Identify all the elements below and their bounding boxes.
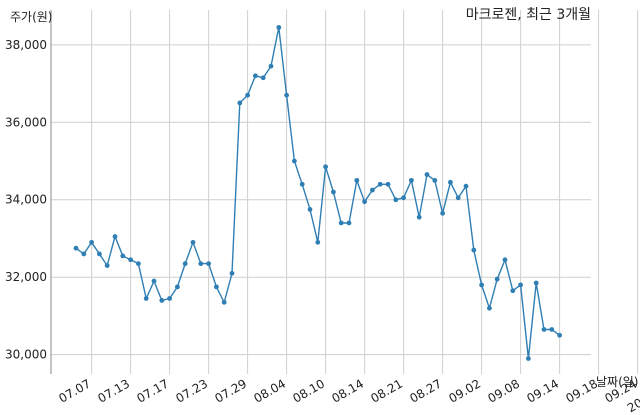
data-point [245,92,251,98]
data-point [268,63,274,69]
data-point [424,172,430,177]
data-point [190,239,196,245]
data-point [198,261,204,267]
data-point [440,210,445,216]
data-point [151,278,157,284]
data-point [182,261,188,267]
data-point [292,158,297,164]
x-tick-label: 07.29 [212,376,249,405]
data-point [206,261,212,267]
data-point [354,177,360,183]
data-point [471,247,477,253]
data-point [73,245,79,251]
data-point [455,195,461,201]
data-point [549,327,555,332]
data-point [370,187,375,193]
price-series [73,25,562,361]
data-point [128,257,134,263]
data-point [416,214,422,220]
data-point [479,282,484,288]
data-point [97,251,102,257]
data-point [276,25,282,30]
data-point [89,239,94,245]
data-point [502,257,508,263]
data-point [448,179,453,185]
data-point [214,284,219,290]
data-point [463,183,469,189]
data-point [143,296,149,301]
data-point [284,92,289,98]
data-point [526,356,531,361]
x-axis-label: 날짜(일) [596,375,638,389]
data-point [315,239,321,245]
x-tick-label: 08.14 [329,376,366,405]
data-point [104,263,110,268]
series-line [75,27,561,359]
data-point [432,177,438,183]
x-tick-label: 08.10 [290,376,327,405]
x-tick-label: 09.08 [485,376,522,405]
data-point [323,164,328,170]
data-point [159,298,165,303]
data-point [299,181,305,187]
data-point [510,288,516,294]
data-point [494,276,500,282]
x-tick-label: 09.18 [563,376,600,405]
data-point [331,189,336,195]
x-tick-label: 08.27 [407,376,444,405]
y-tick-label: 34,000 [5,193,47,207]
x-tick-label: 09.14 [524,376,561,405]
chart-title: 마크로젠, 최근 3개월 [466,7,591,23]
x-tick-label: 07.23 [173,376,210,405]
data-point [307,207,313,212]
y-tick-label: 36,000 [5,115,47,129]
data-point [487,305,492,311]
data-point [136,261,141,267]
data-point [401,195,406,201]
data-point [533,280,539,286]
data-point [237,100,243,106]
data-point [338,220,344,226]
x-tick-label: 08.21 [368,376,405,405]
data-point [221,299,227,305]
data-point [260,75,266,81]
x-tick-label: 09.02 [446,376,483,405]
data-point [120,253,126,259]
y-tick-labels: 30,000 32,000 34,000 36,000 38,000 [5,38,47,362]
data-point [409,177,414,183]
data-point [112,234,118,239]
data-point [81,251,87,257]
data-point [518,282,523,288]
y-tick-label: 30,000 [5,348,47,362]
data-point [385,181,391,187]
x-tick-label: 08.04 [251,376,288,405]
data-point [541,327,547,332]
data-point [346,220,352,226]
x-tick-label: 07.07 [56,376,93,405]
data-point [253,73,258,79]
y-tick-label: 32,000 [5,270,47,284]
y-axis-label: 주가(원) [10,10,52,24]
vertical-gridlines [91,10,639,374]
horizontal-gridlines [51,44,591,356]
data-point [167,296,173,301]
data-point [377,181,383,187]
x-tick-labels: 07.07 07.13 07.17 07.23 07.29 08.04 08.10 08.14… [56,376,640,415]
data-point [175,284,180,290]
y-tick-label: 38,000 [5,38,47,52]
x-tick-label: 07.17 [134,376,171,405]
data-point [393,197,399,203]
data-point [229,270,235,276]
data-point [557,332,562,338]
x-tick-label: 07.13 [95,376,132,405]
data-point [362,199,367,205]
